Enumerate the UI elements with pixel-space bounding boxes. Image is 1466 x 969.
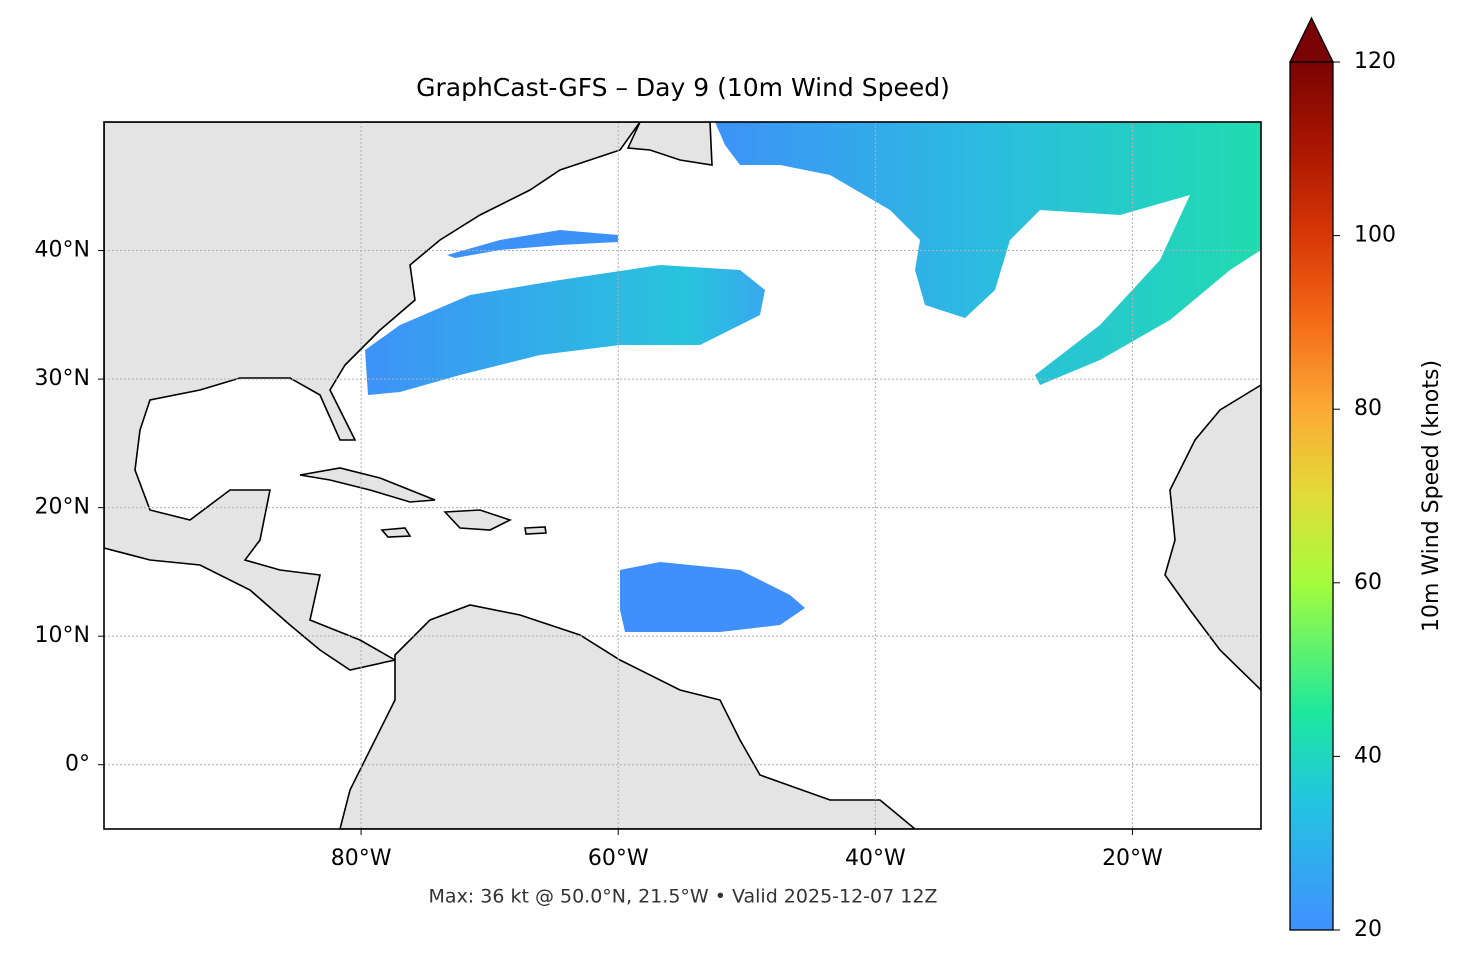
x-tick-label: 80°W: [331, 846, 392, 871]
wind-band: [365, 265, 765, 395]
colorbar-tick-label: 40: [1354, 743, 1382, 768]
grid: [104, 122, 1261, 829]
y-tick-label: 30°N: [35, 366, 90, 391]
north-america: [104, 122, 641, 671]
colorbar-extend: [1288, 16, 1335, 63]
puerto-rico: [524, 526, 547, 535]
wind-band: [620, 562, 805, 632]
colorbar-label: 10m Wind Speed (knots): [1419, 360, 1444, 632]
colorbar-tick-label: 80: [1354, 396, 1382, 421]
title: GraphCast-GFS – Day 9 (10m Wind Speed): [416, 73, 950, 102]
newfoundland: [626, 122, 713, 166]
colorbar-tick-label: 20: [1354, 917, 1382, 942]
cuba: [299, 467, 436, 503]
y-tick-label: 0°: [65, 752, 90, 777]
colorbar-tick-label: 60: [1354, 570, 1382, 595]
y-tick-label: 10°N: [35, 623, 90, 648]
x-tick-label: 40°W: [845, 846, 906, 871]
wind-band: [715, 122, 1261, 385]
x-tick-label: 20°W: [1102, 846, 1163, 871]
y-tick-label: 20°N: [35, 495, 90, 520]
map-frame: [103, 121, 1262, 830]
wind-band: [447, 230, 618, 258]
colorbar-tick-label: 120: [1354, 49, 1396, 74]
colorbar: [1290, 62, 1333, 930]
jamaica: [380, 527, 412, 538]
colorbar-tick-label: 100: [1354, 223, 1396, 248]
africa: [1164, 384, 1261, 692]
south-america: [339, 604, 917, 829]
footer: Max: 36 kt @ 50.0°N, 21.5°W • Valid 2025…: [429, 886, 938, 908]
y-tick-label: 40°N: [35, 238, 90, 263]
x-tick-label: 60°W: [588, 846, 649, 871]
map: [104, 122, 1261, 829]
colorbar-frame: [1289, 61, 1334, 931]
hispaniola: [443, 509, 513, 531]
